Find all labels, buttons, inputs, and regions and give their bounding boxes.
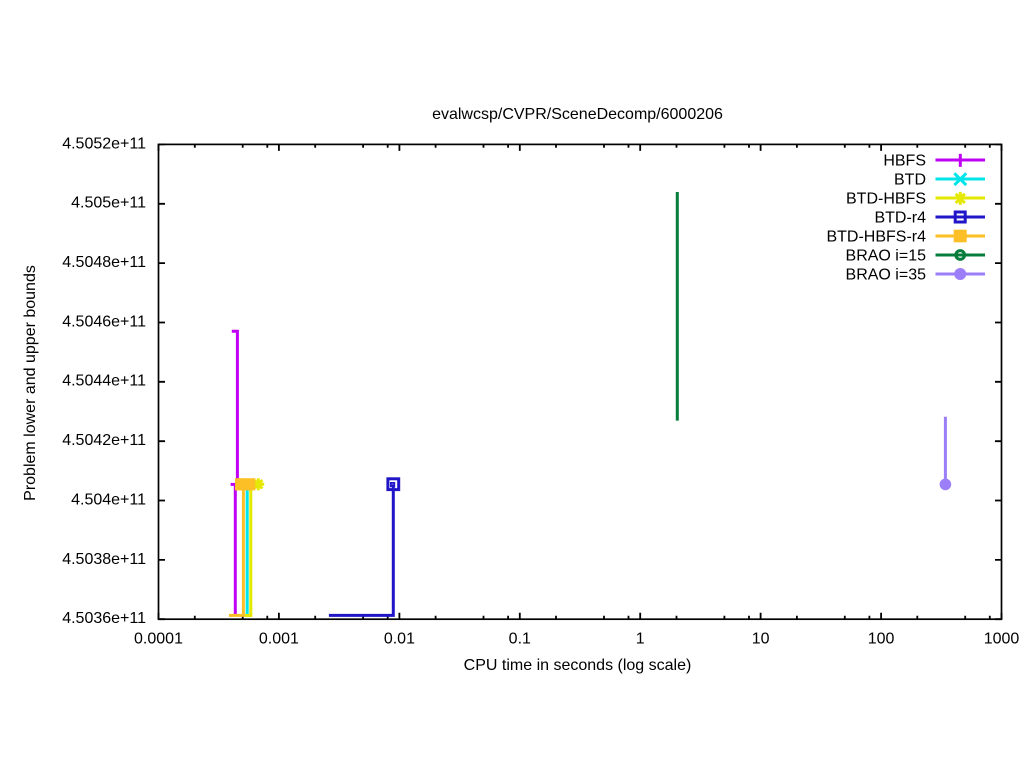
- svg-text:4.5052e+11: 4.5052e+11: [62, 135, 146, 152]
- svg-text:4.504e+11: 4.504e+11: [71, 491, 146, 508]
- svg-text:BTD-HBFS: BTD-HBFS: [846, 191, 926, 208]
- svg-text:1: 1: [636, 631, 645, 648]
- svg-text:BTD: BTD: [894, 172, 926, 189]
- svg-text:HBFS: HBFS: [883, 153, 926, 170]
- svg-text:4.5038e+11: 4.5038e+11: [62, 551, 146, 568]
- svg-text:1000: 1000: [984, 631, 1020, 648]
- svg-text:100: 100: [868, 631, 895, 648]
- svg-text:BRAO i=15: BRAO i=15: [846, 248, 927, 265]
- svg-text:4.5046e+11: 4.5046e+11: [62, 313, 146, 330]
- svg-text:0.1: 0.1: [509, 631, 531, 648]
- svg-text:0.001: 0.001: [259, 631, 299, 648]
- svg-text:4.505e+11: 4.505e+11: [71, 195, 146, 212]
- svg-text:4.5048e+11: 4.5048e+11: [62, 254, 146, 271]
- svg-text:Problem lower and upper bounds: Problem lower and upper bounds: [22, 265, 39, 501]
- svg-text:BRAO i=35: BRAO i=35: [846, 267, 927, 284]
- svg-text:CPU time in seconds (log scale: CPU time in seconds (log scale): [464, 657, 692, 674]
- svg-text:10: 10: [752, 631, 770, 648]
- svg-text:0.0001: 0.0001: [134, 631, 183, 648]
- svg-text:evalwcsp/CVPR/SceneDecomp/6000: evalwcsp/CVPR/SceneDecomp/6000206: [432, 106, 723, 123]
- svg-text:BTD-r4: BTD-r4: [874, 210, 926, 227]
- svg-text:BTD-HBFS-r4: BTD-HBFS-r4: [826, 229, 926, 246]
- svg-text:4.5036e+11: 4.5036e+11: [62, 610, 146, 627]
- svg-text:4.5042e+11: 4.5042e+11: [62, 432, 146, 449]
- svg-text:4.5044e+11: 4.5044e+11: [62, 373, 146, 390]
- svg-text:0.01: 0.01: [384, 631, 415, 648]
